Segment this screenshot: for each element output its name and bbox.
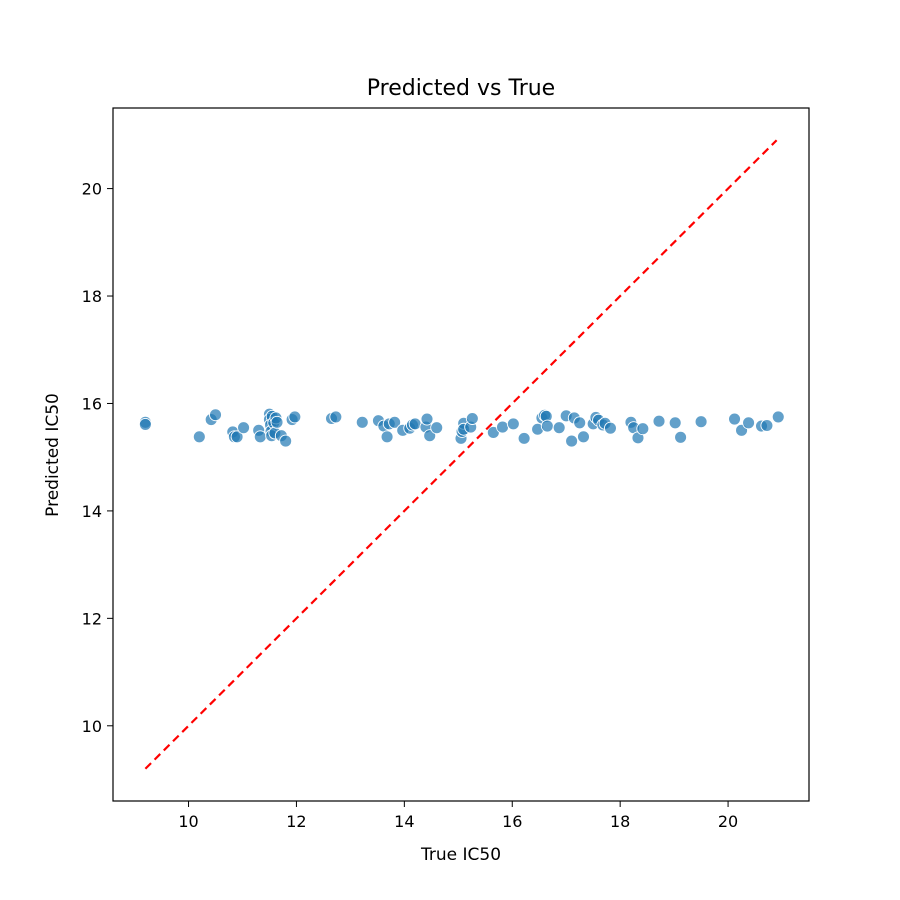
- scatter-point: [138, 417, 152, 431]
- chart-title: Predicted vs True: [367, 76, 555, 101]
- scatter-point: [420, 412, 434, 426]
- scatter-point: [604, 421, 617, 435]
- x-tick-label: 20: [718, 812, 738, 831]
- y-tick-label: 14: [82, 502, 102, 521]
- x-tick-label: 14: [394, 812, 414, 831]
- x-tick-label: 18: [610, 812, 630, 831]
- scatter-point: [279, 434, 293, 448]
- x-tick-label: 10: [178, 812, 198, 831]
- scatter-point: [742, 416, 756, 430]
- scatter-point: [636, 422, 650, 436]
- scatter-point: [506, 417, 520, 431]
- x-axis-label: True IC50: [420, 845, 501, 865]
- scatter-point: [329, 410, 343, 424]
- scatter-point: [760, 419, 774, 432]
- y-tick-label: 16: [82, 394, 102, 413]
- scatter-point: [565, 434, 579, 448]
- y-tick-label: 10: [82, 717, 102, 736]
- x-axis: 10 12 14 16 18 20: [178, 801, 738, 831]
- y-axis: 10 12 14 16 18 20: [82, 180, 113, 736]
- scatter-point: [230, 430, 244, 444]
- scatter-point: [577, 430, 590, 444]
- scatter-point: [237, 421, 251, 435]
- reference-line: [144, 139, 778, 770]
- y-axis-label: Predicted IC50: [43, 393, 63, 517]
- y-tick-label: 12: [82, 609, 102, 628]
- scatter-point: [517, 431, 531, 445]
- scatter-point: [771, 410, 785, 424]
- y-tick-label: 20: [82, 180, 102, 199]
- scatter-point: [652, 414, 666, 428]
- y-tick-label: 18: [82, 287, 102, 306]
- scatter-point: [270, 415, 284, 429]
- scatter-point: [192, 430, 206, 444]
- scatter-point: [668, 416, 682, 430]
- scatter-point: [728, 412, 741, 426]
- scatter-point: [288, 410, 302, 424]
- plot-area: [138, 139, 785, 770]
- scatter-point: [355, 415, 369, 429]
- scatter-point: [408, 417, 422, 431]
- scatter-point: [496, 420, 509, 434]
- x-tick-label: 16: [502, 812, 522, 831]
- x-tick-label: 12: [286, 812, 306, 831]
- scatter-point: [423, 429, 437, 443]
- scatter-point: [253, 430, 267, 444]
- scatter-point: [209, 408, 222, 422]
- scatter-point: [430, 421, 444, 435]
- scatter-point: [552, 421, 566, 435]
- scatter-point: [380, 430, 394, 444]
- scatter-point: [674, 430, 688, 444]
- scatter-point: [465, 412, 479, 425]
- scatter-point: [694, 415, 708, 429]
- scatter-point: [573, 416, 587, 430]
- scatter-point: [540, 419, 554, 433]
- plot-frame: [112, 107, 810, 802]
- scatter-point: [388, 415, 402, 429]
